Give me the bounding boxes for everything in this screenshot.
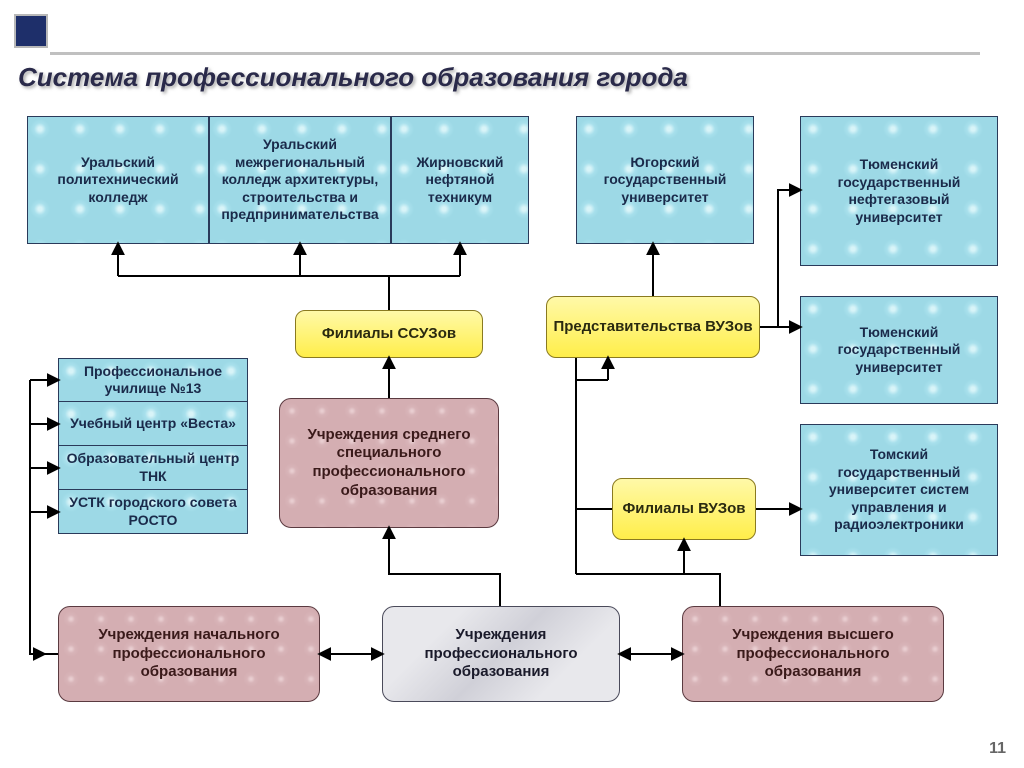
node-vesta: Учебный центр «Веста»: [58, 402, 248, 446]
node-tyumen: Тюменский государственный университет: [800, 296, 998, 404]
node-inst-mid: Учреждения среднего специального професс…: [279, 398, 499, 528]
node-school-13: Профессиональное училище №13: [58, 358, 248, 402]
node-yugorsk: Югорский государственный университет: [576, 116, 754, 244]
decor-square: [14, 14, 48, 48]
node-inst-begin: Учреждения начального профессионального …: [58, 606, 320, 702]
node-ural-arch: Уральский межрегиональный колледж архите…: [209, 116, 391, 244]
node-tomsk: Томский государственный университет сист…: [800, 424, 998, 556]
slide-title: Система профессионального образования го…: [18, 62, 688, 93]
page-number: 11: [989, 740, 1006, 758]
node-rosto: УСТК городского совета РОСТО: [58, 490, 248, 534]
decor-line: [50, 52, 980, 55]
node-fil-vuz: Филиалы ВУЗов: [612, 478, 756, 540]
node-ural-poly: Уральский политехнический колледж: [27, 116, 209, 244]
node-inst-prof: Учреждения профессионального образования: [382, 606, 620, 702]
node-tnk: Образовательный центр ТНК: [58, 446, 248, 490]
node-rep-vuz: Представительства ВУЗов: [546, 296, 760, 358]
node-tyumen-oil: Тюменский государственный нефтегазовый у…: [800, 116, 998, 266]
node-zhirn: Жирновский нефтяной техникум: [391, 116, 529, 244]
node-inst-high: Учреждения высшего профессионального обр…: [682, 606, 944, 702]
node-fil-ssuz: Филиалы ССУЗов: [295, 310, 483, 358]
